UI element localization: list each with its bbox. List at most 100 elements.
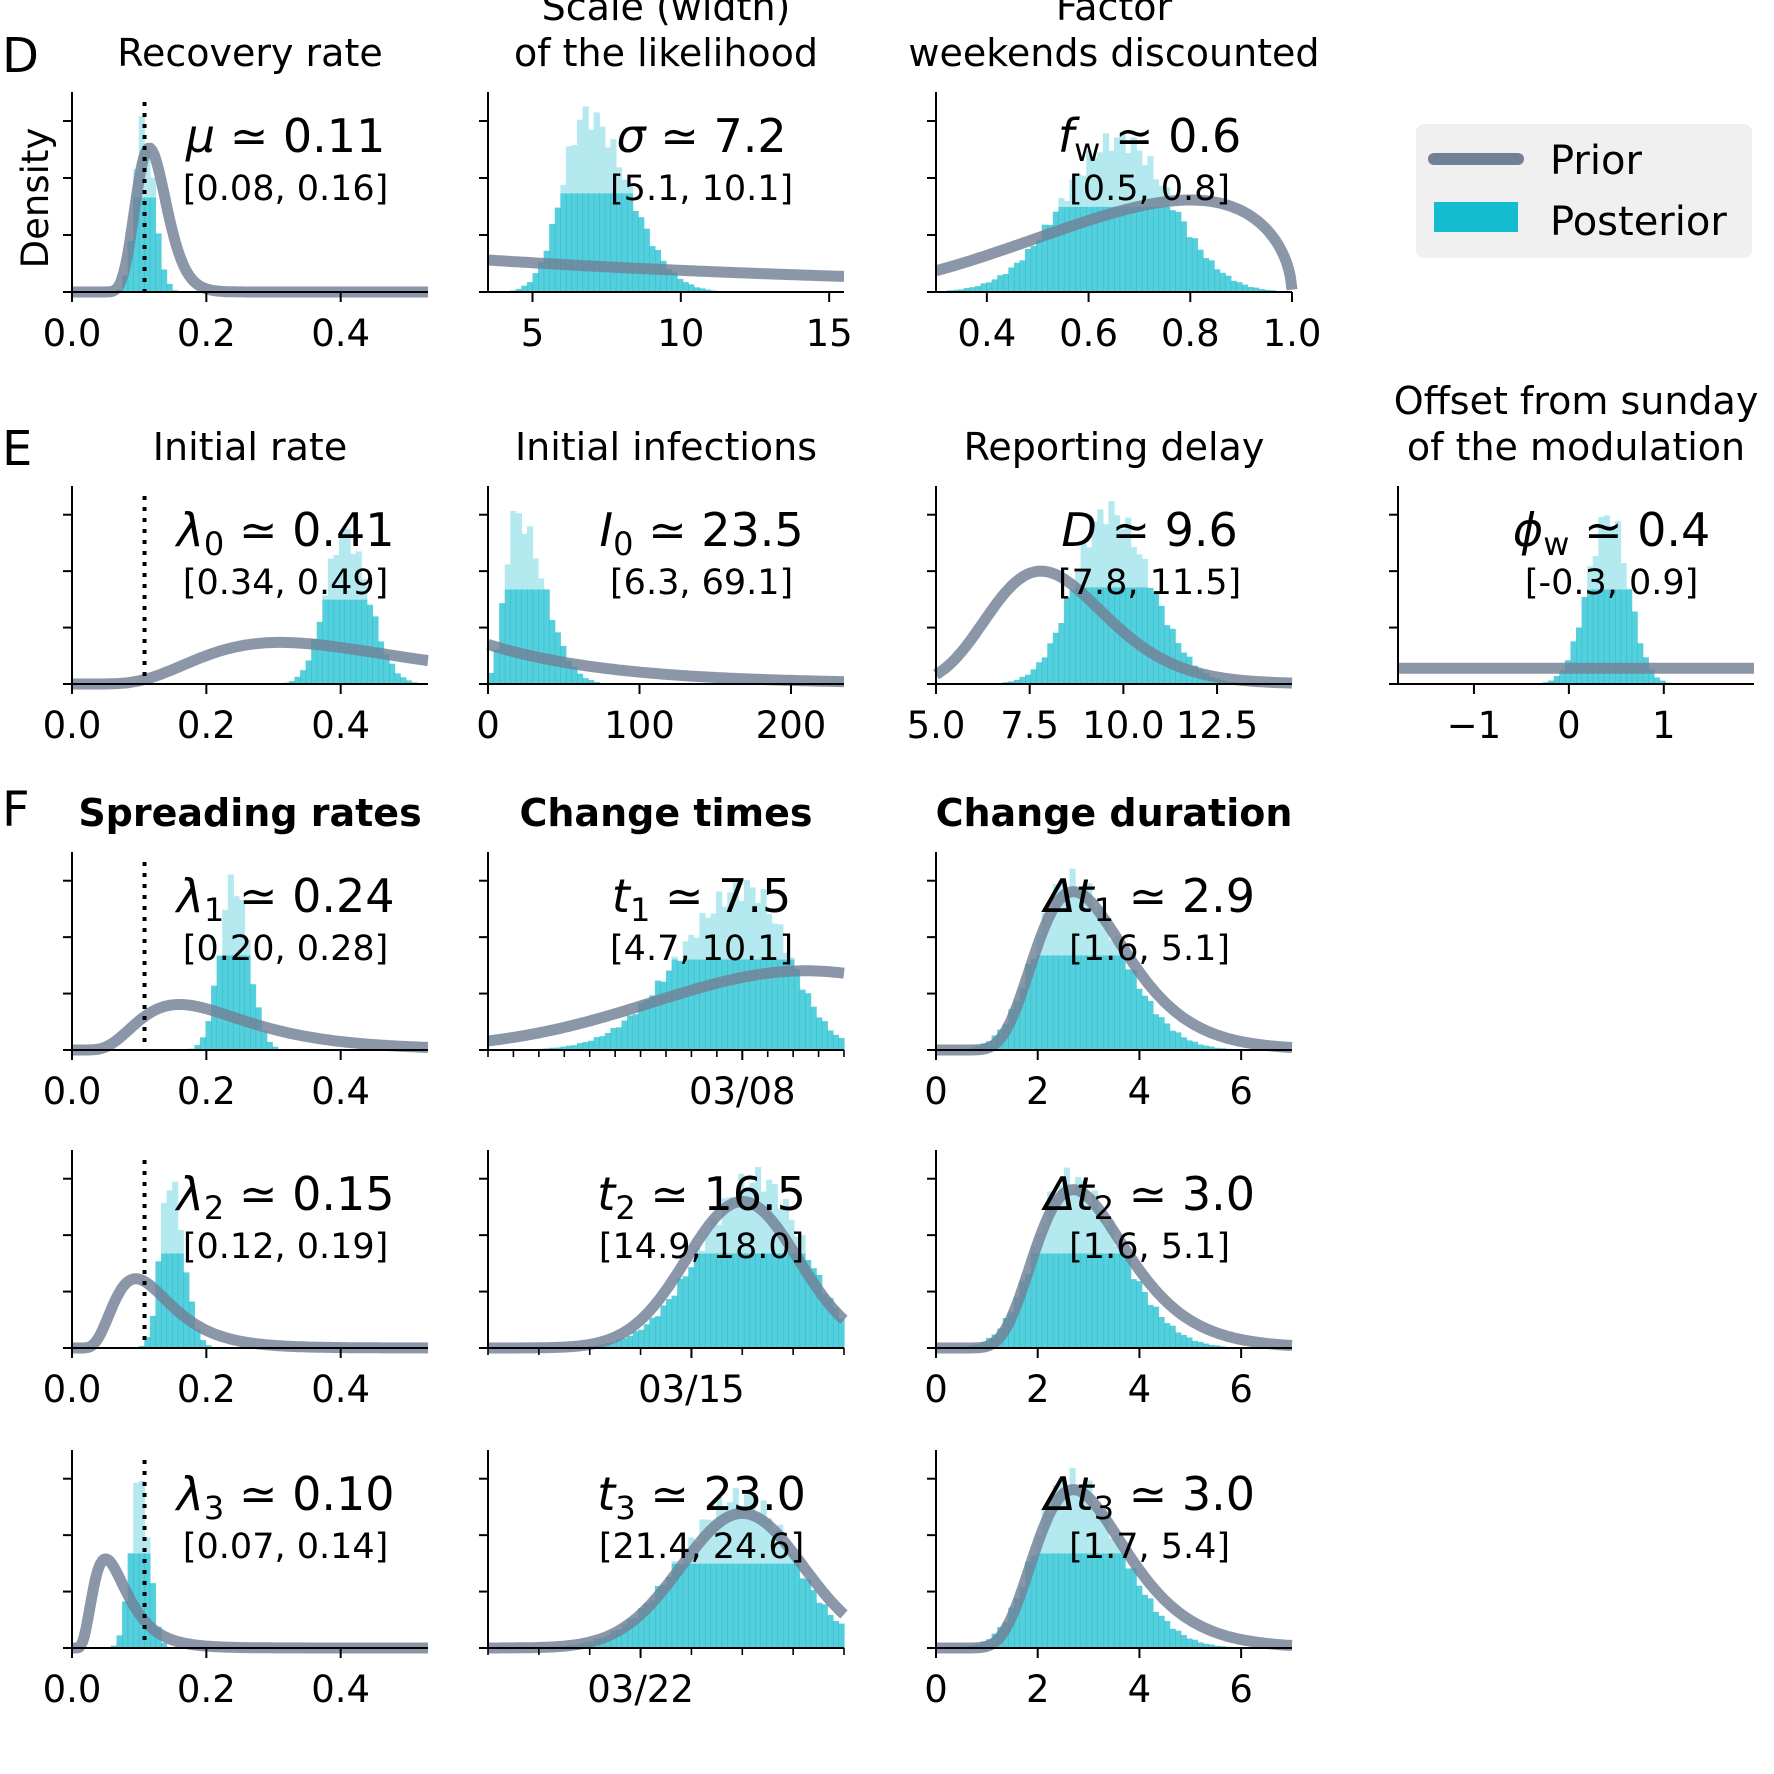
- posterior-bar: [1091, 955, 1098, 1050]
- panel-9: Change duration 0 2 4 6 Δt1 ≃ 2.9[1.6, 5.1]: [924, 791, 1296, 1113]
- posterior-bar: [577, 1043, 584, 1050]
- posterior-bar: [682, 282, 689, 292]
- posterior-bar: [604, 193, 611, 292]
- posterior-bar: [1614, 589, 1622, 684]
- posterior-bar-upper: [727, 1197, 734, 1254]
- posterior-bar: [1097, 1253, 1104, 1348]
- posterior-bar-upper: [610, 139, 617, 194]
- posterior-bar: [1648, 669, 1655, 684]
- posterior-bar: [777, 1253, 784, 1348]
- x-tick-label: 0: [924, 1368, 948, 1411]
- posterior-bar: [1086, 587, 1093, 684]
- posterior-bar: [1158, 605, 1165, 684]
- posterior-bar: [1214, 1047, 1221, 1050]
- posterior-bar: [577, 673, 584, 684]
- posterior-bar: [521, 285, 528, 292]
- posterior-bar: [1620, 589, 1627, 684]
- posterior-bar: [122, 1601, 129, 1648]
- posterior-bar-upper: [1086, 1480, 1093, 1554]
- posterior-bar: [1013, 262, 1021, 292]
- posterior-bar-upper: [1086, 150, 1093, 207]
- estimate-label: ϕw ≃ 0.4: [1513, 503, 1710, 563]
- posterior-bar: [760, 1563, 767, 1648]
- posterior-bar-upper: [161, 1202, 168, 1254]
- posterior-bar: [699, 1563, 706, 1648]
- posterior-bar: [1203, 1343, 1210, 1348]
- posterior-bar: [1080, 587, 1087, 684]
- estimate-label: D ≃ 9.6: [1061, 503, 1237, 557]
- posterior-bar: [1036, 239, 1043, 292]
- posterior-bar: [405, 680, 412, 684]
- posterior-bar: [144, 1337, 151, 1348]
- posterior-bar: [1130, 206, 1137, 292]
- posterior-bar: [721, 1253, 728, 1348]
- credible-interval-label: [0.5, 0.8]: [1069, 169, 1230, 209]
- x-tick-label: 12.5: [1176, 704, 1258, 747]
- legend: Prior Posterior: [1416, 124, 1752, 258]
- posterior-bar: [300, 670, 307, 684]
- posterior-bar: [1169, 1030, 1176, 1050]
- x-tick-label: 0: [1557, 704, 1581, 747]
- posterior-bar-upper: [716, 891, 723, 960]
- posterior-bar-upper: [710, 1218, 717, 1254]
- panel-11: 03/15 t2 ≃ 16.5[14.9, 18.0]: [479, 1150, 848, 1411]
- credible-interval-label: [21.4, 24.6]: [599, 1527, 804, 1567]
- posterior-bar-upper: [144, 148, 151, 198]
- panel-title: of the modulation: [1407, 425, 1745, 469]
- posterior-bar: [1164, 206, 1171, 292]
- posterior-bar-upper: [1086, 883, 1093, 956]
- posterior-bar: [1136, 587, 1143, 684]
- posterior-bar-upper: [588, 129, 595, 194]
- posterior-bar: [743, 1563, 751, 1648]
- posterior-bar-upper: [1102, 133, 1110, 207]
- x-tick-label: 7.5: [1000, 704, 1059, 747]
- posterior-bar: [305, 660, 312, 684]
- estimate-label: λ2 ≃ 0.15: [174, 1167, 395, 1227]
- x-tick-label: 1.0: [1263, 312, 1322, 355]
- posterior-bar: [738, 959, 745, 1050]
- posterior-bar: [766, 959, 773, 1050]
- posterior-bar: [1197, 249, 1204, 292]
- posterior-bar: [766, 1253, 773, 1348]
- posterior-bar: [1025, 1561, 1032, 1648]
- posterior-bar: [199, 1037, 207, 1050]
- posterior-bar: [704, 1253, 712, 1348]
- posterior-bar: [311, 638, 318, 684]
- posterior-bar: [588, 1040, 595, 1050]
- posterior-bar: [339, 599, 346, 684]
- posterior-bar: [1175, 211, 1182, 292]
- posterior-bar: [743, 959, 751, 1050]
- posterior-bar-upper: [521, 533, 528, 590]
- posterior-bar-upper: [716, 1497, 723, 1564]
- posterior-bar-upper: [1603, 515, 1610, 590]
- posterior-bar-upper: [1130, 137, 1137, 207]
- posterior-bar-upper: [1069, 868, 1076, 956]
- posterior-bar-upper: [760, 1500, 767, 1564]
- panel-title: Factor: [1056, 0, 1173, 29]
- posterior-bar: [727, 959, 734, 1050]
- panel-title: weekends discounted: [908, 31, 1319, 75]
- posterior-bar: [389, 663, 396, 684]
- x-tick-label: 0.0: [43, 1368, 102, 1411]
- posterior-bar-upper: [1069, 1191, 1076, 1254]
- panel-title: Spreading rates: [78, 791, 421, 835]
- posterior-bar: [827, 1298, 834, 1348]
- posterior-bar-upper: [743, 880, 751, 960]
- posterior-bar: [627, 1015, 634, 1050]
- posterior-bar: [1208, 260, 1215, 292]
- estimate-label: Δt1 ≃ 2.9: [1041, 869, 1255, 929]
- posterior-bar: [832, 1307, 840, 1348]
- posterior-bar: [782, 1563, 789, 1648]
- posterior-bar: [400, 677, 407, 684]
- posterior-bar-upper: [743, 1188, 751, 1254]
- posterior-bar: [638, 1002, 645, 1050]
- posterior-bar-upper: [749, 887, 756, 960]
- posterior-bar: [755, 1253, 762, 1348]
- posterior-bar: [677, 1278, 684, 1348]
- posterior-bar: [671, 959, 678, 1050]
- posterior-bar: [1247, 286, 1254, 292]
- posterior-bar: [288, 681, 296, 684]
- posterior-bar: [1119, 955, 1126, 1050]
